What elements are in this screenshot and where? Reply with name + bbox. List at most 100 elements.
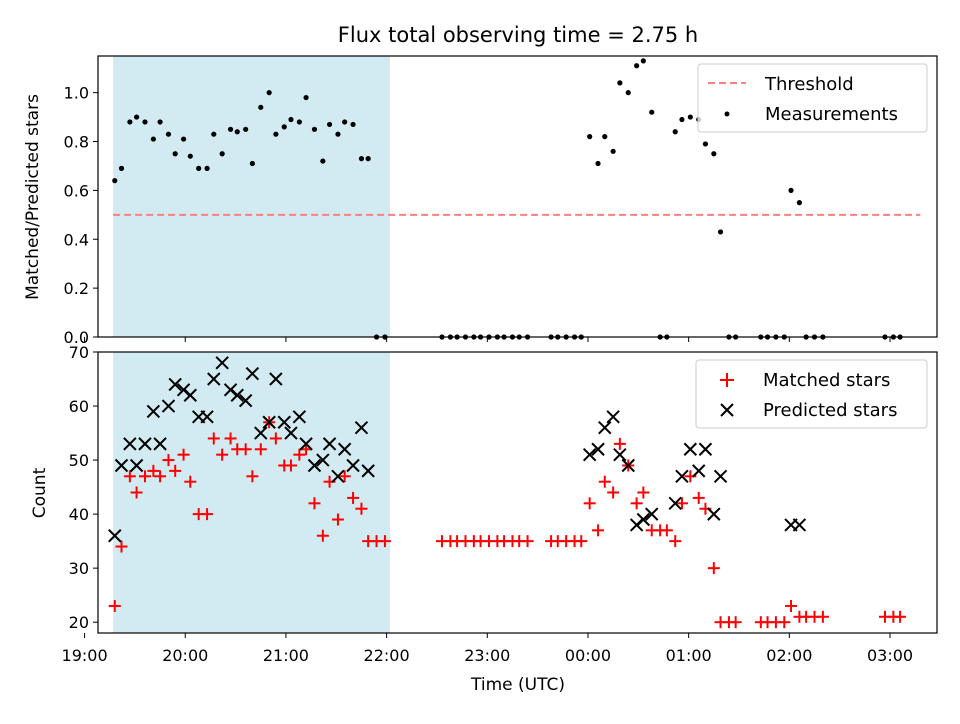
matched-star-point xyxy=(598,475,611,488)
predicted-marker-b xyxy=(146,404,161,419)
measurement-point xyxy=(187,153,193,159)
measurement-point xyxy=(796,200,803,206)
predicted-star-point xyxy=(254,426,268,440)
predicted-star-point xyxy=(322,437,337,451)
predicted-marker-b xyxy=(277,415,291,429)
predicted-marker-b xyxy=(292,410,307,424)
predicted-marker-b xyxy=(606,410,620,424)
top-y-ticks: 0.0 0.2 0.4 0.6 0.8 1.0 xyxy=(64,84,98,347)
x-tick-label: 21:00 xyxy=(263,646,309,665)
measurement-point xyxy=(320,158,326,164)
measurement-point xyxy=(258,104,264,110)
predicted-star-point xyxy=(591,442,605,456)
predicted-star-point xyxy=(299,437,313,451)
matched-star-point xyxy=(147,464,160,477)
matched-star-point xyxy=(115,540,128,553)
predicted-marker-b xyxy=(613,447,627,462)
predicted-marker-b xyxy=(645,507,659,521)
measurement-point xyxy=(150,136,156,142)
predicted-marker-b xyxy=(168,377,182,392)
y-tick-label: 60 xyxy=(69,397,89,416)
matched-star-point xyxy=(216,448,229,461)
y-tick-label: 70 xyxy=(69,343,89,362)
predicted-marker-b xyxy=(108,529,122,543)
predicted-marker-b xyxy=(284,426,298,440)
legend-measurements-swatch xyxy=(724,111,730,117)
matched-star-point xyxy=(785,599,798,612)
matched-star-point xyxy=(637,486,650,499)
legend-predicted-label: Predicted stars xyxy=(763,400,897,421)
x-tick-label: 00:00 xyxy=(565,646,611,665)
measurement-point xyxy=(717,229,724,235)
measurement-point xyxy=(335,131,341,137)
shaded-interval xyxy=(113,352,390,633)
measurement-point xyxy=(118,165,125,171)
predicted-marker-b xyxy=(792,518,807,532)
predicted-marker-b xyxy=(307,458,322,473)
measurement-point xyxy=(296,119,302,125)
bottom-legend: Matched stars Predicted stars xyxy=(695,359,928,429)
matched-star-point xyxy=(293,448,306,461)
predicted-marker-b xyxy=(238,393,253,408)
predicted-star-point xyxy=(161,399,176,413)
measurement-point xyxy=(350,121,356,128)
predicted-star-point xyxy=(675,469,689,483)
x-tick-label: 03:00 xyxy=(867,646,913,665)
measurement-point xyxy=(249,160,255,167)
predicted-star-point xyxy=(621,458,635,473)
shaded-interval-rect xyxy=(113,352,390,633)
matched-star-point xyxy=(338,470,351,483)
predicted-marker-b xyxy=(346,458,360,473)
predicted-star-point xyxy=(284,426,298,440)
legend-predicted-swatch xyxy=(720,403,734,417)
legend-matched-swatch xyxy=(720,373,734,387)
measurement-point xyxy=(127,119,133,125)
measurement-point xyxy=(687,114,693,120)
predicted-marker-b xyxy=(361,464,375,478)
predicted-star-point xyxy=(645,507,659,521)
measurement-point xyxy=(625,90,631,96)
top-axes-frame xyxy=(97,55,938,338)
predicted-star-point xyxy=(245,366,260,381)
predicted-star-point xyxy=(168,377,182,392)
matched-star-point xyxy=(308,497,321,510)
matched-star-point xyxy=(130,486,143,499)
matched-star-point xyxy=(592,524,605,537)
predicted-star-point xyxy=(316,453,330,467)
predicted-star-point xyxy=(598,420,612,435)
measurement-point xyxy=(281,124,287,130)
matched-star-point xyxy=(246,470,259,483)
measurement-point xyxy=(602,134,608,140)
measurement-point xyxy=(227,126,234,132)
measurement-point xyxy=(165,131,172,137)
predicted-star-point xyxy=(692,464,706,478)
predicted-star-point xyxy=(207,372,221,386)
predicted-marker-b xyxy=(138,437,152,451)
measurement-point xyxy=(711,151,717,157)
predicted-marker-b xyxy=(621,458,635,473)
measurement-point xyxy=(180,136,187,142)
x-tick-label: 23:00 xyxy=(464,646,510,665)
matched-star-point xyxy=(355,502,368,515)
predicted-marker-b xyxy=(207,372,221,386)
matched-star-point xyxy=(521,535,534,548)
measurement-point xyxy=(243,126,249,132)
predicted-star-point xyxy=(707,507,721,521)
measurement-point xyxy=(634,63,640,69)
predicted-marker-b xyxy=(262,415,276,429)
y-tick-label: 0.0 xyxy=(64,328,89,347)
matched-star-point xyxy=(675,497,688,510)
predicted-marker-b xyxy=(331,469,345,483)
predicted-marker-b xyxy=(200,410,214,424)
x-tick-label: 20:00 xyxy=(162,646,208,665)
matched-star-point xyxy=(162,454,175,467)
measurement-point xyxy=(358,156,365,162)
matched-star-point xyxy=(660,524,673,537)
predicted-marker-b xyxy=(713,469,728,483)
predicted-star-point xyxy=(337,442,352,456)
predicted-marker-b xyxy=(322,437,337,451)
predicted-star-point xyxy=(114,458,129,473)
predicted-star-point xyxy=(331,469,345,483)
matched-star-point xyxy=(108,599,121,612)
